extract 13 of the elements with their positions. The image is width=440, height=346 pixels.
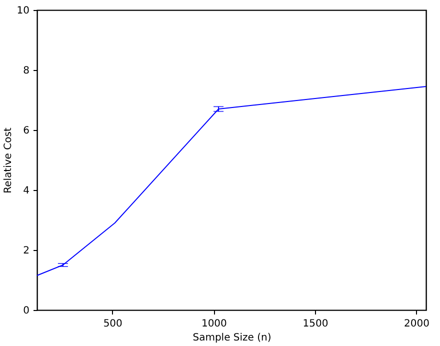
y-tick-label: 0 [23,306,30,316]
y-tick-label: 6 [23,126,30,136]
y-tick-label: 4 [23,186,30,196]
x-tick-label: 1500 [302,318,328,330]
y-tick-label: 10 [16,6,30,16]
x-tick-label: 1000 [201,318,227,330]
y-tick-label: 8 [23,66,30,76]
line-series [36,86,426,276]
x-tick-label: 2000 [404,318,430,330]
y-axis-title: Relative Cost [2,128,14,194]
x-tick-label: 500 [103,318,122,330]
y-tick-label: 2 [23,246,30,256]
x-axis-title: Sample Size (n) [192,332,272,344]
